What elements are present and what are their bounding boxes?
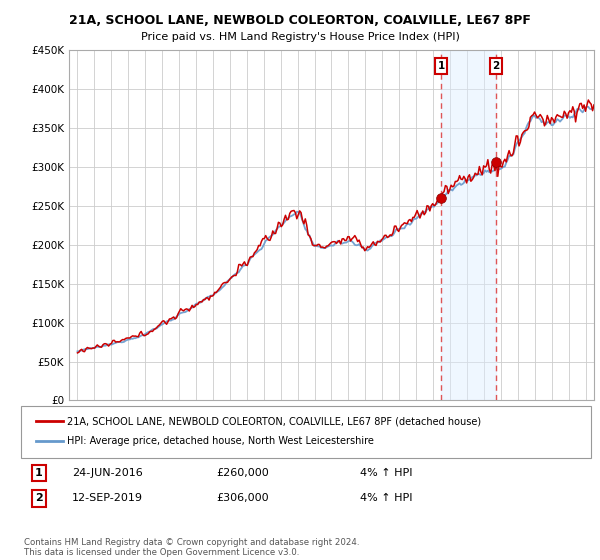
Bar (441, 50, 496, 400)
Text: 4% ↑ HPI: 4% ↑ HPI (360, 493, 413, 503)
Text: 1: 1 (35, 468, 43, 478)
Text: 12-SEP-2019: 12-SEP-2019 (72, 493, 143, 503)
Text: 1: 1 (437, 61, 445, 71)
Text: 21A, SCHOOL LANE, NEWBOLD COLEORTON, COALVILLE, LE67 8PF (detached house): 21A, SCHOOL LANE, NEWBOLD COLEORTON, COA… (67, 416, 481, 426)
Text: 24-JUN-2016: 24-JUN-2016 (72, 468, 143, 478)
Text: Contains HM Land Registry data © Crown copyright and database right 2024.
This d: Contains HM Land Registry data © Crown c… (24, 538, 359, 557)
Text: £260,000: £260,000 (216, 468, 269, 478)
Text: HPI: Average price, detached house, North West Leicestershire: HPI: Average price, detached house, Nort… (67, 436, 374, 446)
Text: Price paid vs. HM Land Registry's House Price Index (HPI): Price paid vs. HM Land Registry's House … (140, 32, 460, 43)
Text: 21A, SCHOOL LANE, NEWBOLD COLEORTON, COALVILLE, LE67 8PF: 21A, SCHOOL LANE, NEWBOLD COLEORTON, COA… (69, 14, 531, 27)
Text: 2: 2 (492, 61, 499, 71)
Text: £306,000: £306,000 (216, 493, 269, 503)
Text: 4% ↑ HPI: 4% ↑ HPI (360, 468, 413, 478)
Text: 2: 2 (35, 493, 43, 503)
